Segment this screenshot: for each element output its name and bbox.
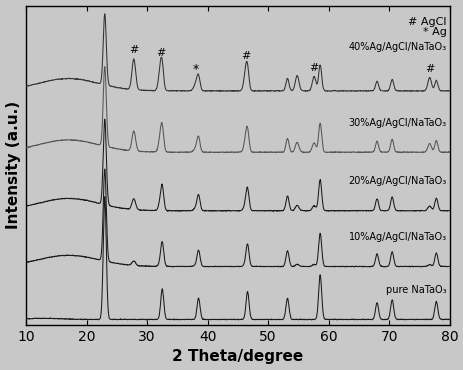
X-axis label: 2 Theta/degree: 2 Theta/degree — [172, 349, 303, 364]
Text: #: # — [309, 63, 318, 73]
Text: 10%Ag/AgCl/NaTaO₃: 10%Ag/AgCl/NaTaO₃ — [348, 232, 446, 242]
Text: 40%Ag/AgCl/NaTaO₃: 40%Ag/AgCl/NaTaO₃ — [348, 43, 446, 53]
Text: #: # — [424, 64, 433, 74]
Text: 20%Ag/AgCl/NaTaO₃: 20%Ag/AgCl/NaTaO₃ — [348, 176, 446, 186]
Text: pure NaTaO₃: pure NaTaO₃ — [385, 285, 446, 295]
Text: *: * — [193, 63, 199, 76]
Text: #: # — [241, 51, 250, 61]
Text: * Ag: * Ag — [422, 27, 446, 37]
Text: # AgCl: # AgCl — [407, 17, 446, 27]
Text: #: # — [156, 48, 165, 58]
Text: #: # — [129, 46, 138, 56]
Y-axis label: Intensity (a.u.): Intensity (a.u.) — [6, 101, 20, 229]
Text: 30%Ag/AgCl/NaTaO₃: 30%Ag/AgCl/NaTaO₃ — [348, 118, 446, 128]
